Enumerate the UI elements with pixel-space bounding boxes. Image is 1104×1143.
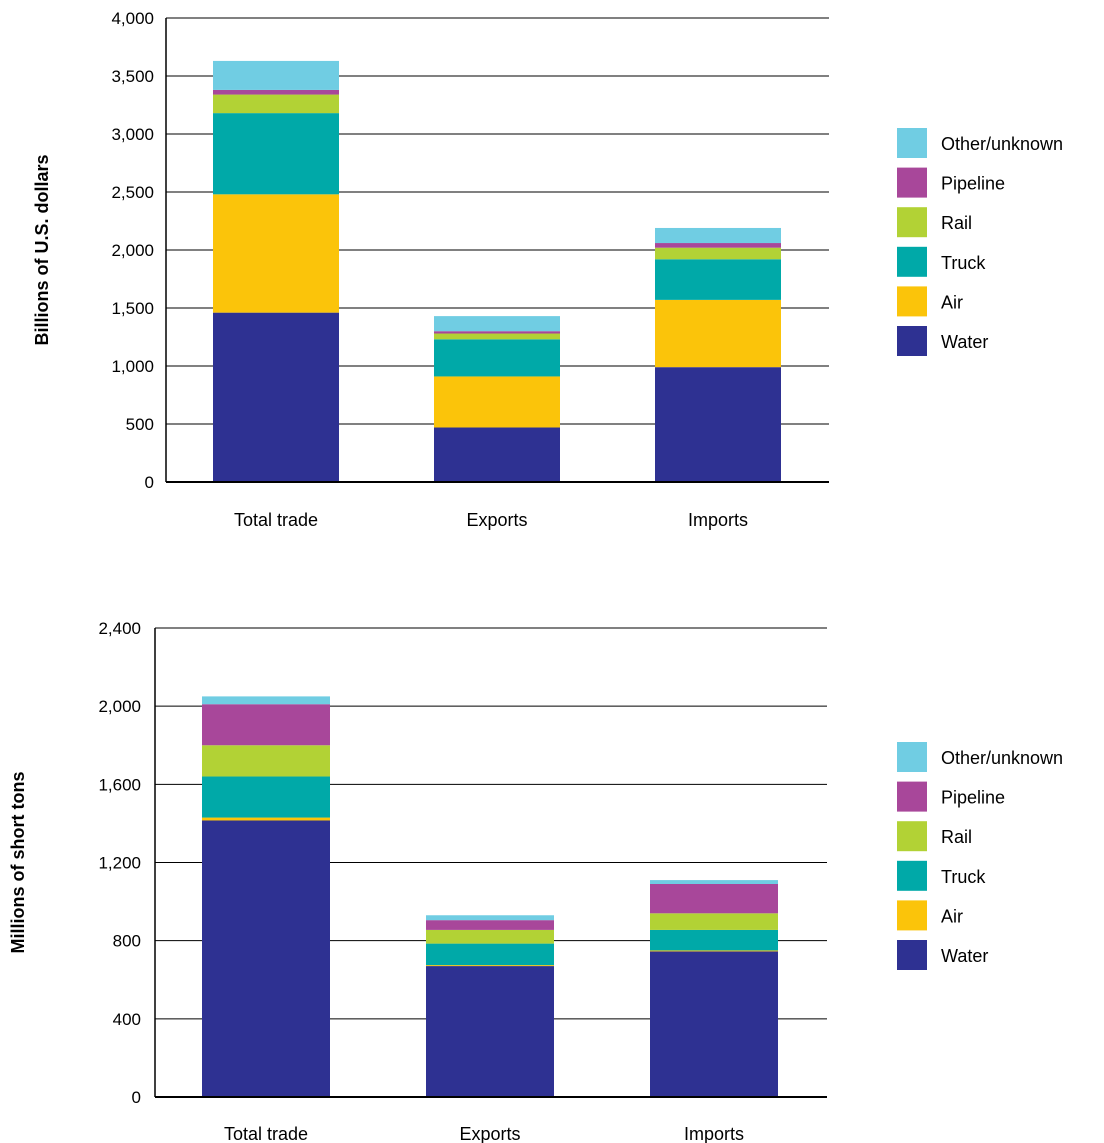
legend-swatch <box>897 286 927 317</box>
bar-segment-water <box>213 312 339 482</box>
bar-segment-pipeline <box>434 331 560 334</box>
y-tick-label: 0 <box>145 473 154 492</box>
bar-segment-water <box>655 367 781 482</box>
legend-label: Other/unknown <box>941 748 1063 768</box>
bar-segment-air <box>650 950 778 952</box>
bar-segment-air <box>655 299 781 368</box>
bar-segment-water <box>650 951 778 1097</box>
bar-segment-other-unknown <box>213 60 339 90</box>
y-tick-label: 4,000 <box>111 9 154 28</box>
bar-segment-other-unknown <box>655 227 781 244</box>
y-tick-label: 400 <box>113 1010 141 1029</box>
y-tick-label: 3,000 <box>111 125 154 144</box>
bar-segment-pipeline <box>655 243 781 248</box>
bar-segment-other-unknown <box>650 880 778 884</box>
bar-segment-rail <box>655 247 781 260</box>
y-tick-label: 0 <box>132 1088 141 1107</box>
x-category-label: Imports <box>688 510 748 530</box>
legend-label: Water <box>941 332 988 352</box>
y-axis-label: Millions of short tons <box>8 772 28 954</box>
bar-segment-pipeline <box>650 883 778 914</box>
y-tick-label: 2,500 <box>111 183 154 202</box>
legend-label: Rail <box>941 213 972 233</box>
bar-segment-rail <box>434 333 560 340</box>
bar-segment-truck <box>650 929 778 951</box>
bar-segment-truck <box>434 339 560 377</box>
x-category-label: Imports <box>684 1124 744 1143</box>
y-tick-label: 3,500 <box>111 67 154 86</box>
y-tick-label: 1,500 <box>111 299 154 318</box>
bar-segment-truck <box>213 113 339 195</box>
legend-swatch <box>897 246 927 277</box>
bar-segment-water <box>202 820 330 1097</box>
bar-segment-air <box>213 194 339 313</box>
bar-segment-pipeline <box>202 704 330 746</box>
y-tick-label: 500 <box>126 415 154 434</box>
bar-segment-water <box>434 427 560 482</box>
legend-label: Other/unknown <box>941 134 1063 154</box>
y-tick-label: 2,000 <box>98 697 141 716</box>
bar-segment-pipeline <box>426 920 554 930</box>
y-tick-label: 800 <box>113 932 141 951</box>
y-tick-label: 2,400 <box>98 619 141 638</box>
legend-swatch <box>897 900 927 931</box>
bar-segment-air <box>434 376 560 428</box>
bar-segment-rail <box>213 94 339 114</box>
legend-swatch <box>897 326 927 356</box>
x-category-label: Total trade <box>224 1124 308 1143</box>
bar-segment-pipeline <box>213 89 339 95</box>
bar-segment-air <box>202 817 330 821</box>
legend-label: Pipeline <box>941 174 1005 194</box>
legend-swatch <box>897 207 927 238</box>
bar-segment-other-unknown <box>202 696 330 705</box>
bar-segment-water <box>426 966 554 1097</box>
x-category-label: Exports <box>466 510 527 530</box>
legend-label: Air <box>941 906 963 926</box>
y-axis-label: Billions of U.S. dollars <box>32 154 52 345</box>
legend-label: Truck <box>941 253 986 273</box>
legend-label: Water <box>941 946 988 966</box>
bar-segment-other-unknown <box>434 316 560 332</box>
y-tick-label: 2,000 <box>111 241 154 260</box>
legend-swatch <box>897 781 927 812</box>
x-category-label: Exports <box>459 1124 520 1143</box>
legend-swatch <box>897 128 927 158</box>
bar-segment-truck <box>426 943 554 966</box>
legend-swatch <box>897 742 927 772</box>
bar-segment-air <box>426 965 554 967</box>
legend-swatch <box>897 860 927 891</box>
y-tick-label: 1,600 <box>98 775 141 794</box>
legend-swatch <box>897 167 927 198</box>
x-category-label: Total trade <box>234 510 318 530</box>
tonnage-chart: 0 400 800 1,200 1,600 2,000 2,400 Total trade Ex… <box>8 619 1063 1143</box>
legend-label: Truck <box>941 867 986 887</box>
bar-segment-truck <box>655 259 781 300</box>
bar-segment-truck <box>202 776 330 818</box>
bar-segment-rail <box>426 929 554 944</box>
legend-label: Pipeline <box>941 788 1005 808</box>
legend-label: Rail <box>941 827 972 847</box>
legend-swatch <box>897 821 927 852</box>
bar-segment-other-unknown <box>426 915 554 921</box>
value-chart: 0 500 1,000 1,500 2,000 2,500 3,000 3,500 4,000 T… <box>32 9 1063 530</box>
bar-segment-rail <box>650 913 778 930</box>
y-tick-label: 1,200 <box>98 854 141 873</box>
y-tick-label: 1,000 <box>111 357 154 376</box>
legend-label: Air <box>941 292 963 312</box>
bar-segment-rail <box>202 745 330 777</box>
legend-swatch <box>897 940 927 970</box>
